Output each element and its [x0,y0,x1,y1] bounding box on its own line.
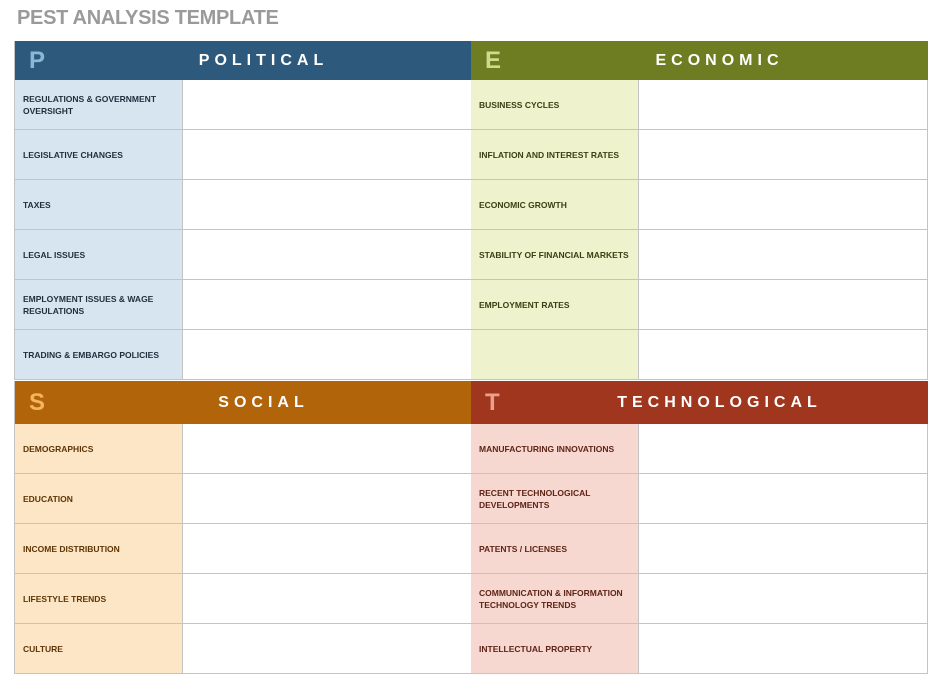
factor-input-cell[interactable] [639,180,928,229]
section-letter: P [29,46,46,74]
factor-label: PATENTS / LICENSES [471,524,639,573]
table-row: TRADING & EMBARGO POLICIES [15,330,472,380]
factor-label: EMPLOYMENT RATES [471,280,639,329]
factor-input-cell[interactable] [183,280,472,329]
factor-input-cell[interactable] [639,130,928,179]
factor-input-cell[interactable] [639,80,928,129]
factor-input-cell[interactable] [183,424,472,473]
section-letter: S [29,388,46,416]
factor-input-cell[interactable] [639,230,928,279]
section-title: ECONOMIC [655,51,784,69]
table-row: EDUCATION [15,474,472,524]
table-row: ECONOMIC GROWTH [471,180,928,230]
table-row: PATENTS / LICENSES [471,524,928,574]
table-row: DEMOGRAPHICS [15,424,472,474]
factor-label: LEGAL ISSUES [15,230,183,279]
factor-label: CULTURE [15,624,183,673]
table-row: LEGISLATIVE CHANGES [15,130,472,180]
factor-input-cell[interactable] [183,624,472,673]
factor-input-cell[interactable] [639,524,928,573]
factor-input-cell[interactable] [183,574,472,623]
table-row: BUSINESS CYCLES [471,80,928,130]
factor-label: EMPLOYMENT ISSUES & WAGE REGULATIONS [15,280,183,329]
factor-label: REGULATIONS & GOVERNMENT OVERSIGHT [15,80,183,129]
table-row [471,330,928,380]
section-letter: T [485,388,500,416]
table-row: INCOME DISTRIBUTION [15,524,472,574]
factor-label [471,330,639,379]
table-row: EMPLOYMENT ISSUES & WAGE REGULATIONS [15,280,472,330]
table-row: CULTURE [15,624,472,674]
table-row: RECENT TECHNOLOGICAL DEVELOPMENTS [471,474,928,524]
factor-input-cell[interactable] [183,474,472,523]
section-title: POLITICAL [198,51,329,69]
table-row: STABILITY OF FINANCIAL MARKETS [471,230,928,280]
social-section: S SOCIAL DEMOGRAPHICS EDUCATION INCOME DISTR… [14,381,472,674]
page-title: PEST ANALYSIS TEMPLATE [17,7,279,29]
section-title: TECHNOLOGICAL [617,393,822,411]
factor-label: INFLATION AND INTEREST RATES [471,130,639,179]
factor-input-cell[interactable] [639,624,928,673]
factor-input-cell[interactable] [183,80,472,129]
table-row: REGULATIONS & GOVERNMENT OVERSIGHT [15,80,472,130]
factor-label: INCOME DISTRIBUTION [15,524,183,573]
factor-label: DEMOGRAPHICS [15,424,183,473]
technological-section: T TECHNOLOGICAL MANUFACTURING INNOVATIONS R… [471,381,928,674]
political-section: P POLITICAL REGULATIONS & GOVERNMENT OVERS… [14,41,472,380]
factor-input-cell[interactable] [183,230,472,279]
factor-input-cell[interactable] [183,180,472,229]
table-row: LIFESTYLE TRENDS [15,574,472,624]
factor-label: BUSINESS CYCLES [471,80,639,129]
factor-label: TRADING & EMBARGO POLICIES [15,330,183,379]
factor-input-cell[interactable] [639,474,928,523]
factor-label: STABILITY OF FINANCIAL MARKETS [471,230,639,279]
table-row: INTELLECTUAL PROPERTY [471,624,928,674]
factor-label: COMMUNICATION & INFORMATION TECHNOLOGY T… [471,574,639,623]
factor-input-cell[interactable] [183,524,472,573]
factor-label: INTELLECTUAL PROPERTY [471,624,639,673]
factor-label: RECENT TECHNOLOGICAL DEVELOPMENTS [471,474,639,523]
factor-input-cell[interactable] [639,330,928,379]
factor-label: MANUFACTURING INNOVATIONS [471,424,639,473]
economic-header: E ECONOMIC [471,41,928,80]
table-row: EMPLOYMENT RATES [471,280,928,330]
factor-label: ECONOMIC GROWTH [471,180,639,229]
section-title: SOCIAL [218,393,309,411]
factor-input-cell[interactable] [183,130,472,179]
factor-label: EDUCATION [15,474,183,523]
technological-header: T TECHNOLOGICAL [471,381,928,424]
factor-label: TAXES [15,180,183,229]
table-row: INFLATION AND INTEREST RATES [471,130,928,180]
table-row: LEGAL ISSUES [15,230,472,280]
social-header: S SOCIAL [15,381,472,424]
factor-input-cell[interactable] [639,424,928,473]
table-row: COMMUNICATION & INFORMATION TECHNOLOGY T… [471,574,928,624]
factor-input-cell[interactable] [639,574,928,623]
factor-label: LEGISLATIVE CHANGES [15,130,183,179]
factor-label: LIFESTYLE TRENDS [15,574,183,623]
section-letter: E [485,46,502,74]
factor-input-cell[interactable] [183,330,472,379]
table-row: MANUFACTURING INNOVATIONS [471,424,928,474]
political-header: P POLITICAL [15,41,472,80]
table-row: TAXES [15,180,472,230]
economic-section: E ECONOMIC BUSINESS CYCLES INFLATION AND IN… [471,41,928,380]
factor-input-cell[interactable] [639,280,928,329]
